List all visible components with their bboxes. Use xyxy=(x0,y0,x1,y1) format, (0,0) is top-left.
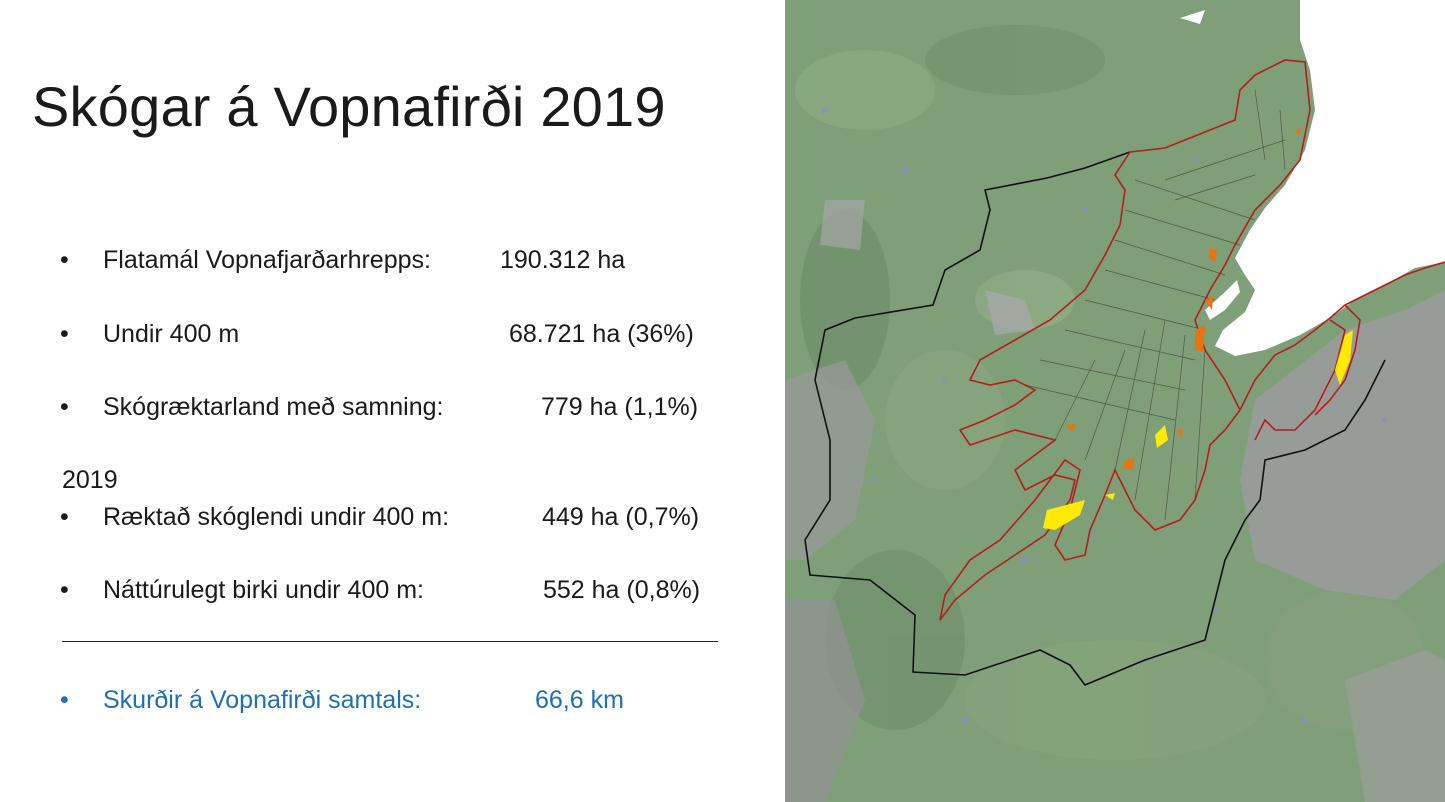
bullet: • xyxy=(60,686,69,714)
stat-label: Ræktað skóglendi undir 400 m: xyxy=(103,503,450,531)
property-lines xyxy=(1024,89,1286,521)
year-heading: 2019 xyxy=(62,466,118,494)
lowland-boundary-east xyxy=(1239,261,1445,441)
bullet: • xyxy=(60,320,69,348)
coastal-lagoon xyxy=(1205,280,1240,320)
stat-label: Skurðir á Vopnafirði samtals: xyxy=(103,686,422,714)
stat-label: Náttúrulegt birki undir 400 m: xyxy=(103,576,424,604)
stat-value: 66,6 km xyxy=(535,686,624,714)
sea-vopnafjordur xyxy=(1215,0,1445,356)
stat-value: 779 ha (1,1%) xyxy=(541,393,699,421)
lowland-boundary xyxy=(939,59,1311,621)
bullet: • xyxy=(60,503,69,531)
bullet: • xyxy=(60,246,69,274)
bullet: • xyxy=(60,393,69,421)
stat-value: 449 ha (0,7%) xyxy=(542,503,700,531)
stat-value: 190.312 ha xyxy=(500,246,626,274)
stat-value: 552 ha (0,8%) xyxy=(543,576,701,604)
stat-value: 68.721 ha (36%) xyxy=(509,320,694,348)
sea-inlet xyxy=(1180,10,1205,24)
stat-label: Skógræktarland með samning: xyxy=(103,393,444,421)
mountain-hillshade xyxy=(785,200,1445,802)
text-panel: Skógar á Vopnafirði 2019 • Flatamál Vopn… xyxy=(32,75,718,714)
divider-line xyxy=(62,641,718,642)
stat-label: Undir 400 m xyxy=(103,320,240,348)
forest-patches xyxy=(1043,128,1353,530)
slide-title: Skógar á Vopnafirði 2019 xyxy=(32,75,666,138)
bullet: • xyxy=(60,576,69,604)
stat-label: Flatamál Vopnafjarðarhrepps: xyxy=(103,246,431,274)
municipality-border xyxy=(804,151,1386,686)
vopnafjordur-map[interactable] xyxy=(785,0,1445,802)
map-panel[interactable] xyxy=(785,0,1445,802)
